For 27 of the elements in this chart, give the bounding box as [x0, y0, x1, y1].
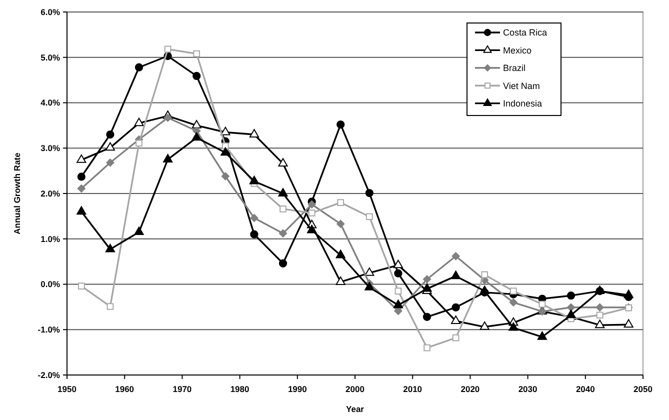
x-tick-label: 1960: [115, 384, 134, 394]
x-tick-label: 1970: [172, 384, 192, 394]
x-tick-label: 2040: [576, 384, 596, 394]
x-tick-label: 1950: [58, 384, 77, 394]
y-tick-label: 3.0%: [40, 143, 60, 154]
y-tick-label: -2.0%: [38, 370, 60, 380]
x-tick-label: 2050: [634, 384, 653, 394]
y-tick-label: 1.0%: [40, 234, 60, 244]
x-tick-label: 1990: [288, 384, 308, 394]
x-axis-title: Year: [346, 404, 365, 414]
x-tick-label: 1980: [230, 384, 250, 394]
y-tick-label: 0.0%: [40, 279, 60, 290]
y-axis-title: Annual Growth Rate: [12, 152, 22, 234]
y-tick-label: -1.0%: [38, 324, 60, 335]
x-tick-label: 2030: [518, 384, 538, 394]
legend-label: Costa Rica: [503, 28, 548, 38]
y-tick-label: 6.0%: [40, 6, 60, 17]
x-tick-label: 2000: [346, 384, 365, 394]
y-tick-label: 5.0%: [40, 52, 60, 62]
legend-label: Brazil: [503, 63, 526, 74]
y-tick-label: 4.0%: [40, 98, 60, 108]
legend-label: Viet Nam: [503, 80, 540, 91]
y-tick-label: 2.0%: [40, 188, 60, 198]
legend-label: Indonesia: [503, 98, 542, 108]
legend-label: Mexico: [503, 45, 532, 56]
x-tick-label: 2010: [403, 384, 422, 394]
x-tick-label: 2020: [460, 384, 480, 394]
